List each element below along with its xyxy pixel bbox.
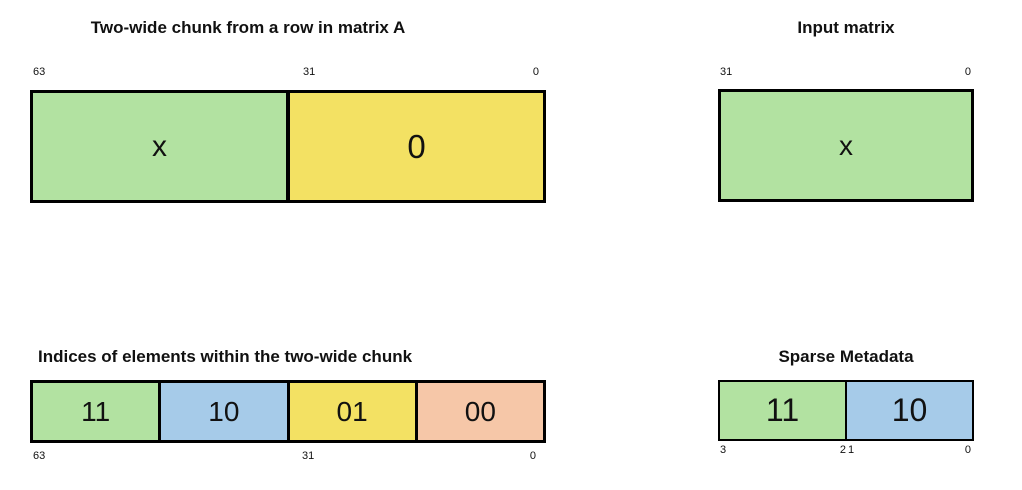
- input-bit-labels: 31 0: [718, 66, 974, 80]
- chunk-bit-labels: 63 31 0: [30, 66, 546, 80]
- index-cell-00: 00: [417, 383, 543, 440]
- bit-label-2: 2: [839, 444, 846, 456]
- bit-label-3: 3: [720, 444, 727, 456]
- input-panel-title: Input matrix: [797, 18, 895, 37]
- bit-label-63: 63: [33, 450, 46, 462]
- chunk-cell-low: 0: [290, 93, 543, 200]
- bit-label-1: 1: [848, 444, 855, 456]
- indices-panel-title: Indices of elements within the two-wide …: [38, 347, 413, 366]
- chunk-cell-high: x: [33, 93, 290, 200]
- index-cell-11: 11: [33, 383, 162, 440]
- bit-label-63: 63: [33, 66, 46, 78]
- bit-label-31: 31: [720, 66, 733, 78]
- bit-label-0: 0: [964, 66, 971, 78]
- metadata-bitfield: 11 10: [718, 380, 974, 441]
- bit-label-0: 0: [532, 66, 539, 78]
- input-matrix-box: x: [718, 89, 974, 202]
- index-cell-10: 10: [161, 383, 290, 440]
- bit-label-31: 31: [302, 450, 315, 462]
- bit-label-31: 31: [303, 66, 316, 78]
- chunk-bitfield: x 0: [30, 90, 546, 203]
- metadata-cell-high: 11: [720, 382, 847, 439]
- bit-label-0: 0: [964, 444, 971, 456]
- index-cell-01: 01: [289, 383, 418, 440]
- input-cell: x: [721, 92, 971, 199]
- metadata-bit-labels: 3 2 1 0: [718, 444, 974, 458]
- bit-label-0: 0: [529, 450, 536, 462]
- indices-bitfield: 11 10 01 00: [30, 380, 546, 443]
- chunk-panel-title: Two-wide chunk from a row in matrix A: [90, 18, 406, 37]
- indices-bit-labels: 63 31 0: [30, 450, 546, 464]
- metadata-panel-title: Sparse Metadata: [778, 347, 914, 366]
- metadata-cell-low: 10: [847, 382, 972, 439]
